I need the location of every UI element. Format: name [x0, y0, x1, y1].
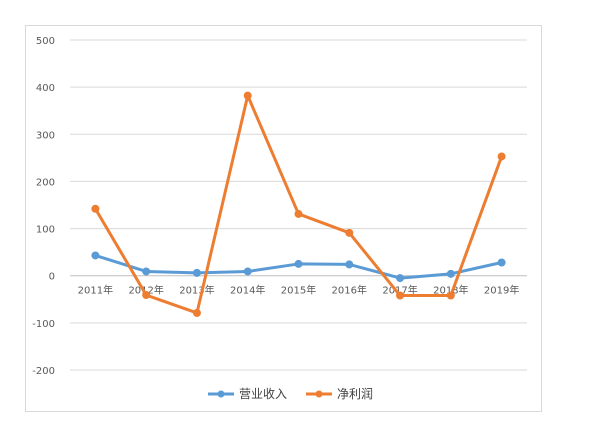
data-point [446, 269, 455, 278]
x-tick-label: 2016年 [332, 284, 367, 297]
data-point [446, 291, 455, 300]
legend-item: 净利润 [306, 387, 373, 401]
data-point [345, 260, 354, 269]
data-point [91, 204, 100, 213]
data-point [91, 251, 100, 260]
x-tick-label: 2018年 [433, 284, 468, 297]
x-tick-label: 2017年 [382, 284, 417, 297]
series-2 [91, 91, 506, 317]
x-tick-label: 2012年 [128, 284, 163, 297]
data-point [396, 291, 405, 300]
x-tick-label: 2015年 [281, 284, 316, 297]
y-tick-label: -100 [32, 319, 55, 330]
chart-frame [25, 25, 542, 412]
data-point [243, 91, 252, 100]
y-tick-label: 0 [49, 272, 55, 283]
gridlines [70, 39, 527, 371]
data-point [497, 152, 506, 161]
legend: 营业收入 净利润 [208, 387, 373, 401]
x-tick-label: 2019年 [484, 284, 519, 297]
legend-label: 营业收入 [239, 387, 287, 401]
data-point [396, 274, 405, 283]
x-tick-label: 2014年 [230, 284, 265, 297]
series-1 [91, 251, 506, 283]
data-point [142, 267, 151, 276]
y-tick-label: 400 [36, 83, 55, 94]
data-point [345, 228, 354, 237]
data-point [192, 268, 201, 277]
data-point [294, 209, 303, 218]
series-lines [91, 91, 506, 317]
legend-label: 净利润 [337, 387, 373, 401]
legend-swatch-marker [315, 390, 323, 398]
x-tick-label: 2013年 [179, 284, 214, 297]
legend-item: 营业收入 [208, 387, 287, 401]
data-point [294, 259, 303, 268]
y-axis: -200 -100 0 100 200 300 400 500 [32, 36, 55, 377]
legend-swatch-marker [217, 390, 225, 398]
y-tick-label: 500 [36, 36, 55, 47]
data-point [243, 267, 252, 276]
x-tick-label: 2011年 [78, 284, 113, 297]
y-tick-label: 300 [36, 130, 55, 141]
data-point [142, 291, 151, 300]
data-point [497, 258, 506, 267]
data-point [192, 308, 201, 317]
y-tick-label: -200 [32, 366, 55, 377]
x-axis: 2011年 2012年 2013年 2014年 2015年 2016年 2017年 2018年… [78, 284, 520, 297]
series-line [93, 94, 504, 315]
y-tick-label: 200 [36, 177, 55, 188]
y-tick-label: 100 [36, 225, 55, 236]
